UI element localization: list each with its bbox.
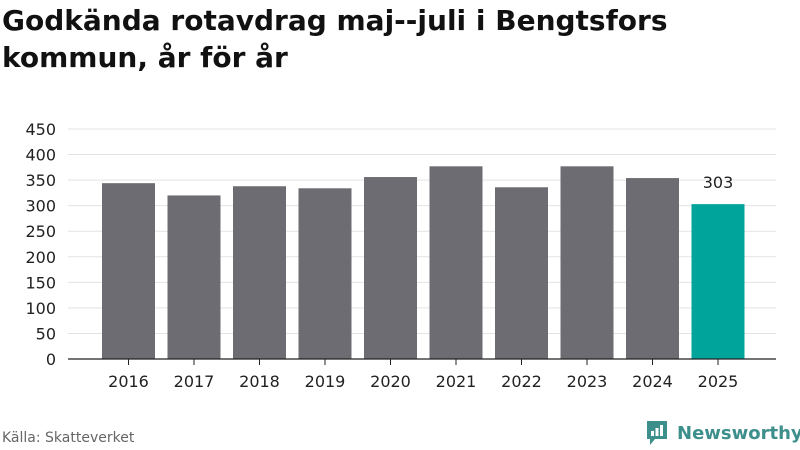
x-axis-ticks: 2016 2017 2018 2019 2020 2021 2022 2023 2024 2025 xyxy=(108,359,738,391)
y-tick-label: 350 xyxy=(25,171,56,190)
y-axis-ticks: 0 50 100 150 200 250 300 350 400 450 xyxy=(25,120,56,369)
source-note: Källa: Skatteverket xyxy=(2,430,135,446)
newsworthy-logo-icon xyxy=(647,421,667,445)
x-tick-label: 2024 xyxy=(632,372,673,391)
brand-name: Newsworthy xyxy=(677,422,800,444)
x-tick-label: 2018 xyxy=(239,372,280,391)
x-tick-label: 2020 xyxy=(370,372,411,391)
y-tick-label: 300 xyxy=(25,197,56,216)
data-label: 303 xyxy=(703,173,734,192)
bars xyxy=(102,166,745,359)
bar-2019 xyxy=(298,188,352,359)
bar-2016 xyxy=(102,183,155,359)
y-tick-label: 100 xyxy=(25,299,56,318)
bar-2023 xyxy=(560,166,614,359)
chart-title: Godkända rotavdrag maj--juli i Bengtsfor… xyxy=(2,4,668,74)
bar-2020 xyxy=(364,177,417,359)
bar-2017 xyxy=(167,195,221,359)
x-tick-label: 2016 xyxy=(108,372,149,391)
y-tick-label: 450 xyxy=(25,120,56,139)
y-tick-label: 150 xyxy=(25,273,56,292)
y-tick-label: 50 xyxy=(36,324,56,343)
x-tick-label: 2022 xyxy=(501,372,542,391)
bar-2024 xyxy=(626,178,679,359)
y-tick-label: 0 xyxy=(46,350,56,369)
y-tick-label: 250 xyxy=(25,222,56,241)
x-tick-label: 2025 xyxy=(698,372,739,391)
x-tick-label: 2021 xyxy=(436,372,477,391)
bar-2025 xyxy=(691,204,745,359)
y-tick-label: 400 xyxy=(25,146,56,165)
data-labels: 303 xyxy=(703,173,734,192)
bar-2018 xyxy=(233,186,286,359)
bar-2021 xyxy=(429,166,483,359)
x-tick-label: 2017 xyxy=(174,372,215,391)
y-tick-label: 200 xyxy=(25,248,56,267)
brand-logo: Newsworthy xyxy=(645,419,800,447)
x-tick-label: 2023 xyxy=(567,372,608,391)
bar-2022 xyxy=(495,187,548,359)
x-tick-label: 2019 xyxy=(305,372,346,391)
